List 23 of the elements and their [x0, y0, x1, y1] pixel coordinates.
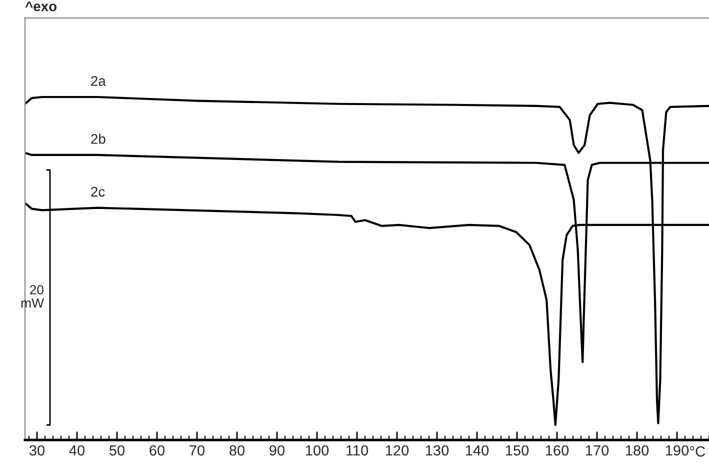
annotation: 20 mW: [21, 285, 44, 308]
x-tick-label: 30: [29, 445, 45, 456]
x-tick-label: 120: [386, 445, 409, 456]
series-label: 2a: [91, 76, 106, 86]
x-tick-label: 70: [190, 445, 205, 456]
x-tick-label: 160: [546, 445, 569, 456]
x-tick-label: 190: [666, 445, 689, 456]
series-label: 2c: [91, 186, 105, 197]
x-tick-label: 170: [586, 445, 609, 456]
x-tick-label: 150: [506, 445, 529, 456]
x-tick-label: 140: [466, 445, 489, 456]
x-tick-label: 60: [150, 445, 165, 456]
x-tick-label: 100: [306, 445, 329, 456]
x-axis-title: °C: [690, 446, 706, 457]
series-label: 2b: [91, 134, 106, 144]
x-tick-label: 110: [346, 445, 368, 456]
x-tick-label: 90: [270, 445, 285, 456]
text: ^exo: [25, 2, 56, 12]
x-tick-label: 80: [230, 445, 245, 456]
x-tick-label: 180: [626, 445, 649, 456]
x-tick-label: 40: [69, 445, 85, 456]
x-tick-label: 130: [426, 445, 449, 456]
x-tick-label: 50: [109, 445, 125, 456]
